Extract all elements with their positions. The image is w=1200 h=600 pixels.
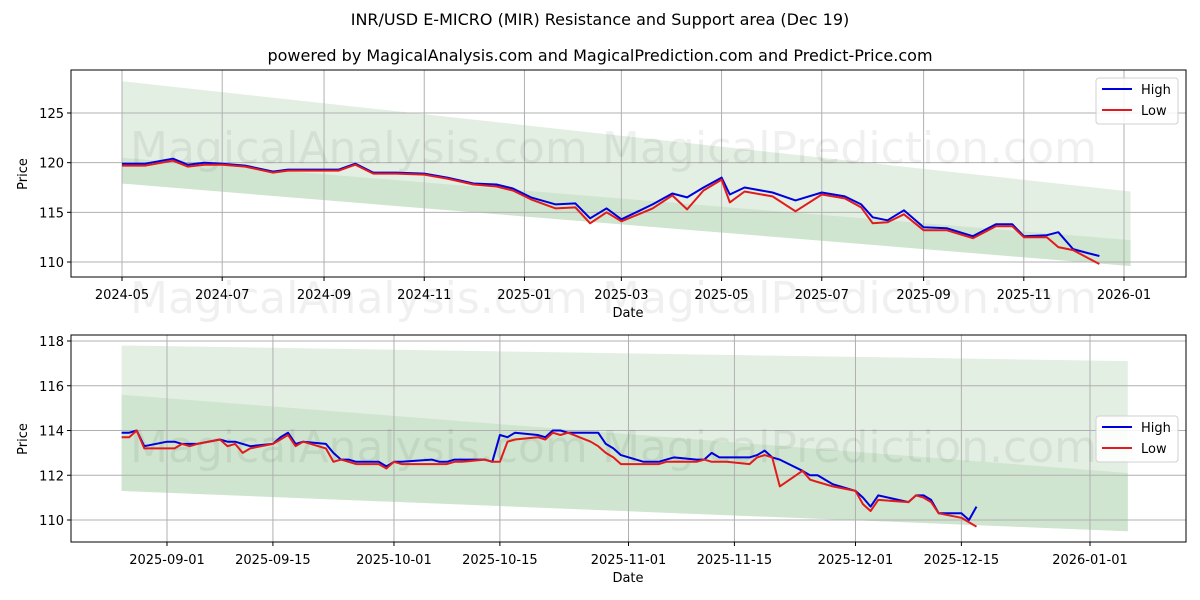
y-tick-label: 110	[39, 514, 64, 529]
top-x-axis-label: Date	[612, 306, 643, 321]
watermark-prediction-3: MagicalPrediction.com	[602, 422, 1097, 473]
x-tick-label: 2025-12-15	[924, 553, 1000, 568]
x-tick-label: 2025-09-15	[235, 553, 311, 568]
x-tick-label: 2025-07	[795, 288, 849, 303]
top-y-axis-label: Price	[16, 158, 31, 190]
x-tick-label: 2025-11-15	[697, 553, 773, 568]
x-tick-label: 2025-10-15	[462, 553, 538, 568]
legend-high-label-2: High	[1141, 421, 1171, 436]
x-tick-label: 2026-01-01	[1052, 553, 1128, 568]
high-price-line	[121, 429, 978, 521]
x-tick-label: 2024-11	[397, 288, 451, 303]
watermark-prediction: MagicalPrediction.com	[602, 123, 1097, 174]
x-tick-label: 2024-07	[195, 288, 249, 303]
x-tick-label: 2026-01	[1097, 288, 1151, 303]
x-tick-label: 2025-09-01	[129, 553, 205, 568]
top-price-lines	[122, 157, 1100, 265]
top-axis-ticks: 110 115 120 125 2024-05 2024-07 2024-09 2024-11…	[39, 107, 1151, 303]
legend-low-label-2: Low	[1141, 442, 1167, 457]
x-tick-label: 2025-12-01	[818, 553, 894, 568]
x-tick-label: 2024-09	[297, 288, 351, 303]
y-tick-label: 112	[39, 469, 64, 484]
y-tick-label: 116	[39, 380, 64, 395]
y-tick-label: 110	[39, 256, 64, 271]
top-grid	[71, 70, 1186, 277]
legend-high-label: High	[1141, 83, 1171, 98]
x-tick-label: 2025-11-01	[591, 553, 667, 568]
bottom-axis-ticks: 110 112 114 116 118 2025-09-01 2025-09-15 2025-…	[39, 335, 1128, 568]
low-price-line	[122, 159, 1100, 265]
x-tick-label: 2024-05	[95, 288, 149, 303]
y-tick-label: 114	[39, 425, 64, 440]
chart-subtitle: powered by MagicalAnalysis.com and Magic…	[267, 46, 933, 65]
x-tick-label: 2025-03	[594, 288, 648, 303]
bottom-y-axis-label: Price	[16, 423, 31, 455]
top-legend: High Low	[1095, 77, 1179, 125]
bottom-grid	[71, 335, 1186, 542]
x-tick-label: 2025-01	[497, 288, 551, 303]
top-axes-frame	[70, 69, 1187, 278]
y-tick-label: 115	[39, 206, 64, 221]
y-tick-label: 118	[39, 335, 64, 350]
x-tick-label: 2025-05	[694, 288, 748, 303]
x-tick-label: 2025-10-01	[356, 553, 432, 568]
watermark-analysis-2: MagicalAnalysis.com	[130, 273, 588, 324]
bottom-x-axis-label: Date	[612, 571, 643, 586]
x-tick-label: 2025-11	[997, 288, 1051, 303]
y-tick-label: 120	[39, 157, 64, 172]
x-tick-label: 2025-09	[896, 288, 950, 303]
watermark-prediction-2: MagicalPrediction.com	[602, 273, 1097, 324]
legend-low-label: Low	[1141, 104, 1167, 119]
bottom-legend: High Low	[1095, 415, 1179, 463]
low-price-line	[121, 429, 978, 528]
y-tick-label: 125	[39, 107, 64, 122]
bottom-price-chart: MagicalAnalysis.com MagicalPrediction.co…	[16, 334, 1187, 586]
top-price-chart: MagicalAnalysis.com MagicalPrediction.co…	[16, 69, 1187, 324]
bottom-price-lines	[121, 429, 978, 528]
chart-title: INR/USD E-MICRO (MIR) Resistance and Sup…	[350, 10, 850, 29]
watermark-analysis-3: MagicalAnalysis.com	[130, 422, 588, 473]
